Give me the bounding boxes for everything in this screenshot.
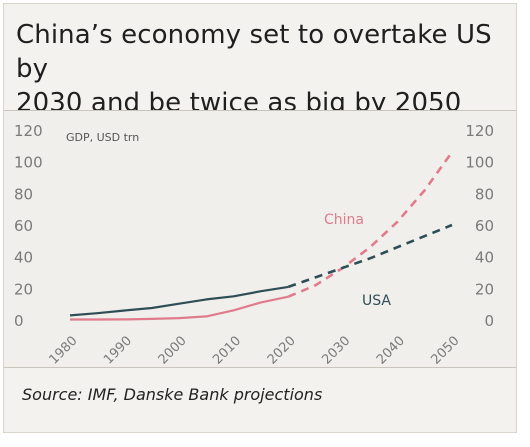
x-tick-label: 2000: [156, 334, 190, 367]
right-tick-label: 100: [465, 154, 494, 172]
left-tick-label: 80: [14, 185, 33, 203]
x-tick-label: 2020: [265, 334, 299, 367]
china-projection-line: [287, 151, 454, 298]
right-tick-label: 0: [484, 312, 494, 330]
right-tick-label: 80: [475, 185, 494, 203]
left-axis: 0 20 40 60 80 100 120: [14, 122, 43, 330]
chart-card: China’s economy set to overtake US by 20…: [3, 3, 517, 433]
china-actual-line: [70, 295, 289, 321]
source-note: Source: IMF, Danske Bank projections: [22, 385, 323, 404]
chart-panel: 0 20 40 60 80 100 120 0 20 40 60 80 100 120 1980 1990…: [4, 110, 516, 368]
right-tick-label: 120: [465, 122, 494, 140]
right-tick-label: 20: [475, 280, 494, 298]
x-tick-label: 2030: [319, 334, 353, 367]
left-tick-label: 20: [14, 280, 33, 298]
x-tick-label: 2010: [210, 334, 244, 367]
x-axis: 1980 1990 2000 2010 2020 2030 2040 2050: [47, 334, 463, 367]
left-tick-label: 0: [14, 312, 24, 330]
right-tick-label: 60: [475, 217, 494, 235]
x-tick-label: 2050: [429, 334, 463, 367]
usa-series-label: USA: [362, 293, 391, 309]
x-tick-label: 2040: [374, 334, 408, 367]
right-tick-label: 40: [475, 249, 494, 267]
right-axis: 0 20 40 60 80 100 120: [465, 122, 494, 330]
left-tick-label: 120: [14, 122, 43, 140]
left-tick-label: 60: [14, 217, 33, 235]
series-lines: [69, 151, 454, 321]
usa-projection-line: [287, 223, 453, 289]
left-tick-label: 40: [14, 249, 33, 267]
page-title: China’s economy set to overtake US by 20…: [16, 18, 506, 120]
usa-actual-line: [69, 285, 289, 317]
china-series-label: China: [324, 212, 364, 228]
x-tick-label: 1990: [101, 334, 135, 367]
title-line-1: China’s economy set to overtake US by: [16, 20, 492, 84]
left-tick-label: 100: [14, 154, 43, 172]
x-tick-label: 1980: [47, 334, 81, 367]
y-axis-label: GDP, USD trn: [66, 131, 139, 144]
